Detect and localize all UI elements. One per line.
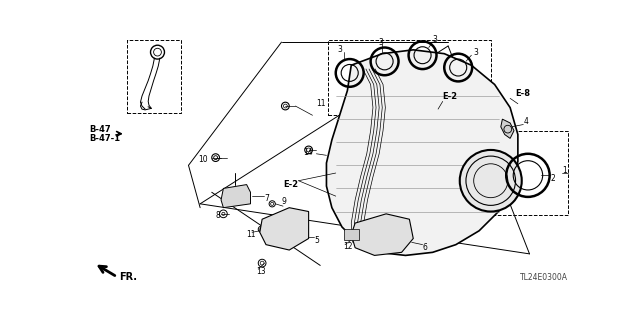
Polygon shape xyxy=(351,214,413,256)
Text: 11: 11 xyxy=(246,230,256,239)
Text: 12: 12 xyxy=(344,242,353,251)
Text: 10: 10 xyxy=(198,155,207,164)
Text: 9: 9 xyxy=(282,197,286,206)
Text: 3: 3 xyxy=(474,48,479,57)
Circle shape xyxy=(460,150,522,211)
Text: 6: 6 xyxy=(422,243,428,252)
Polygon shape xyxy=(501,119,514,138)
Polygon shape xyxy=(260,208,308,250)
Text: 5: 5 xyxy=(314,235,319,245)
Text: 3: 3 xyxy=(378,38,383,47)
Text: E-2: E-2 xyxy=(443,92,458,100)
Text: 1: 1 xyxy=(562,166,567,175)
Text: 13: 13 xyxy=(257,267,266,276)
Polygon shape xyxy=(221,185,250,208)
Text: 7: 7 xyxy=(264,194,269,203)
Text: 2: 2 xyxy=(550,174,555,183)
Text: 4: 4 xyxy=(524,117,528,126)
Text: B-47-1: B-47-1 xyxy=(90,134,120,143)
Text: TL24E0300A: TL24E0300A xyxy=(520,273,568,282)
Text: 11: 11 xyxy=(316,99,326,108)
Text: 3: 3 xyxy=(433,35,438,44)
Text: FR.: FR. xyxy=(120,272,138,282)
Text: 3: 3 xyxy=(337,45,342,54)
Text: E-8: E-8 xyxy=(516,89,531,98)
Polygon shape xyxy=(326,50,518,256)
Text: 8: 8 xyxy=(216,211,220,220)
Text: E-2: E-2 xyxy=(283,180,298,189)
Text: B-47: B-47 xyxy=(90,125,111,134)
Polygon shape xyxy=(344,229,359,240)
Text: 14: 14 xyxy=(303,148,313,157)
